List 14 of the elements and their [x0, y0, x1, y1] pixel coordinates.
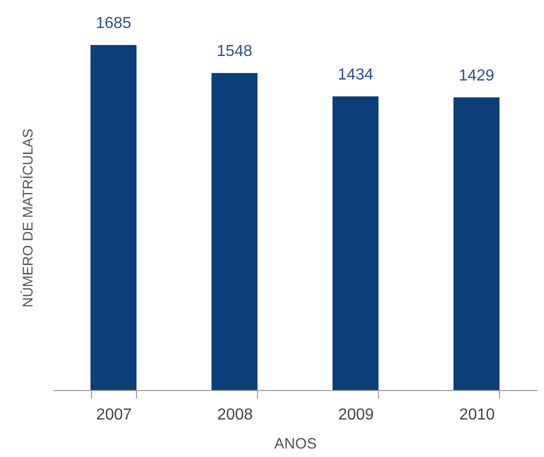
bar: [212, 73, 258, 390]
x-tick-label: 2010: [459, 406, 495, 424]
data-label: 1434: [338, 66, 374, 84]
data-label: 1548: [216, 43, 252, 60]
bar: [454, 97, 500, 390]
x-tick-label: 2007: [96, 406, 132, 424]
bar: [90, 45, 136, 390]
x-tick-label: 2008: [217, 406, 253, 424]
y-axis-title: NÚMERO DE MATRÍCULAS: [20, 128, 36, 308]
data-label: 1685: [96, 15, 132, 32]
x-tick-label: 2009: [338, 406, 374, 424]
bar: [332, 96, 378, 390]
data-label: 1429: [458, 67, 494, 84]
x-axis-title: ANOS: [274, 436, 317, 452]
